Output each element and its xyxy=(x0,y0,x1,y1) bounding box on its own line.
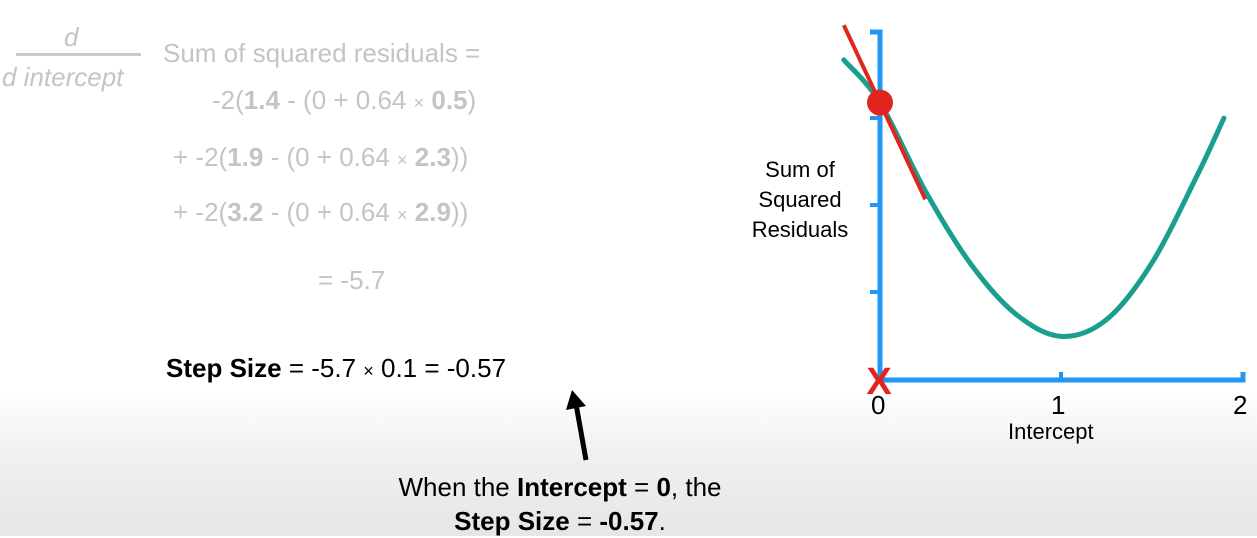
x-axis-label: Intercept xyxy=(1008,419,1094,444)
equation-result: = -5.7 xyxy=(318,265,386,295)
equation-line-1: -2(1.4 - (0 + 0.64 × 0.5) xyxy=(212,85,477,115)
x-tick-label-0: 0 xyxy=(871,390,886,420)
origin-x-marker: X xyxy=(866,361,892,403)
fraction-bar xyxy=(16,53,141,56)
ssr-curve xyxy=(841,57,1227,339)
equation-line-2: + -2(1.9 - (0 + 0.64 × 2.3)) xyxy=(173,142,469,172)
x-tick-label-2: 2 xyxy=(1233,390,1248,420)
tangent-point xyxy=(867,89,893,116)
axes xyxy=(870,29,1246,383)
derivative-title: Sum of squared residuals = xyxy=(163,38,481,68)
y-axis-label: Sum of Squared Residuals xyxy=(751,157,849,242)
caption-background xyxy=(0,392,1257,536)
pointer-arrow-shaft xyxy=(573,403,589,461)
equation-line-3: + -2(3.2 - (0 + 0.64 × 2.9)) xyxy=(173,197,469,227)
pointer-arrow-head xyxy=(566,390,586,410)
step-size-equation: Step Size = -5.7 × 0.1 = -0.57 xyxy=(166,353,507,383)
caption-note: When the Intercept = 0, the Step Size = … xyxy=(398,472,722,536)
x-tick-label-1: 1 xyxy=(1051,390,1066,420)
derivative-numerator: d xyxy=(64,22,79,52)
derivative-denominator: d intercept xyxy=(2,62,124,92)
